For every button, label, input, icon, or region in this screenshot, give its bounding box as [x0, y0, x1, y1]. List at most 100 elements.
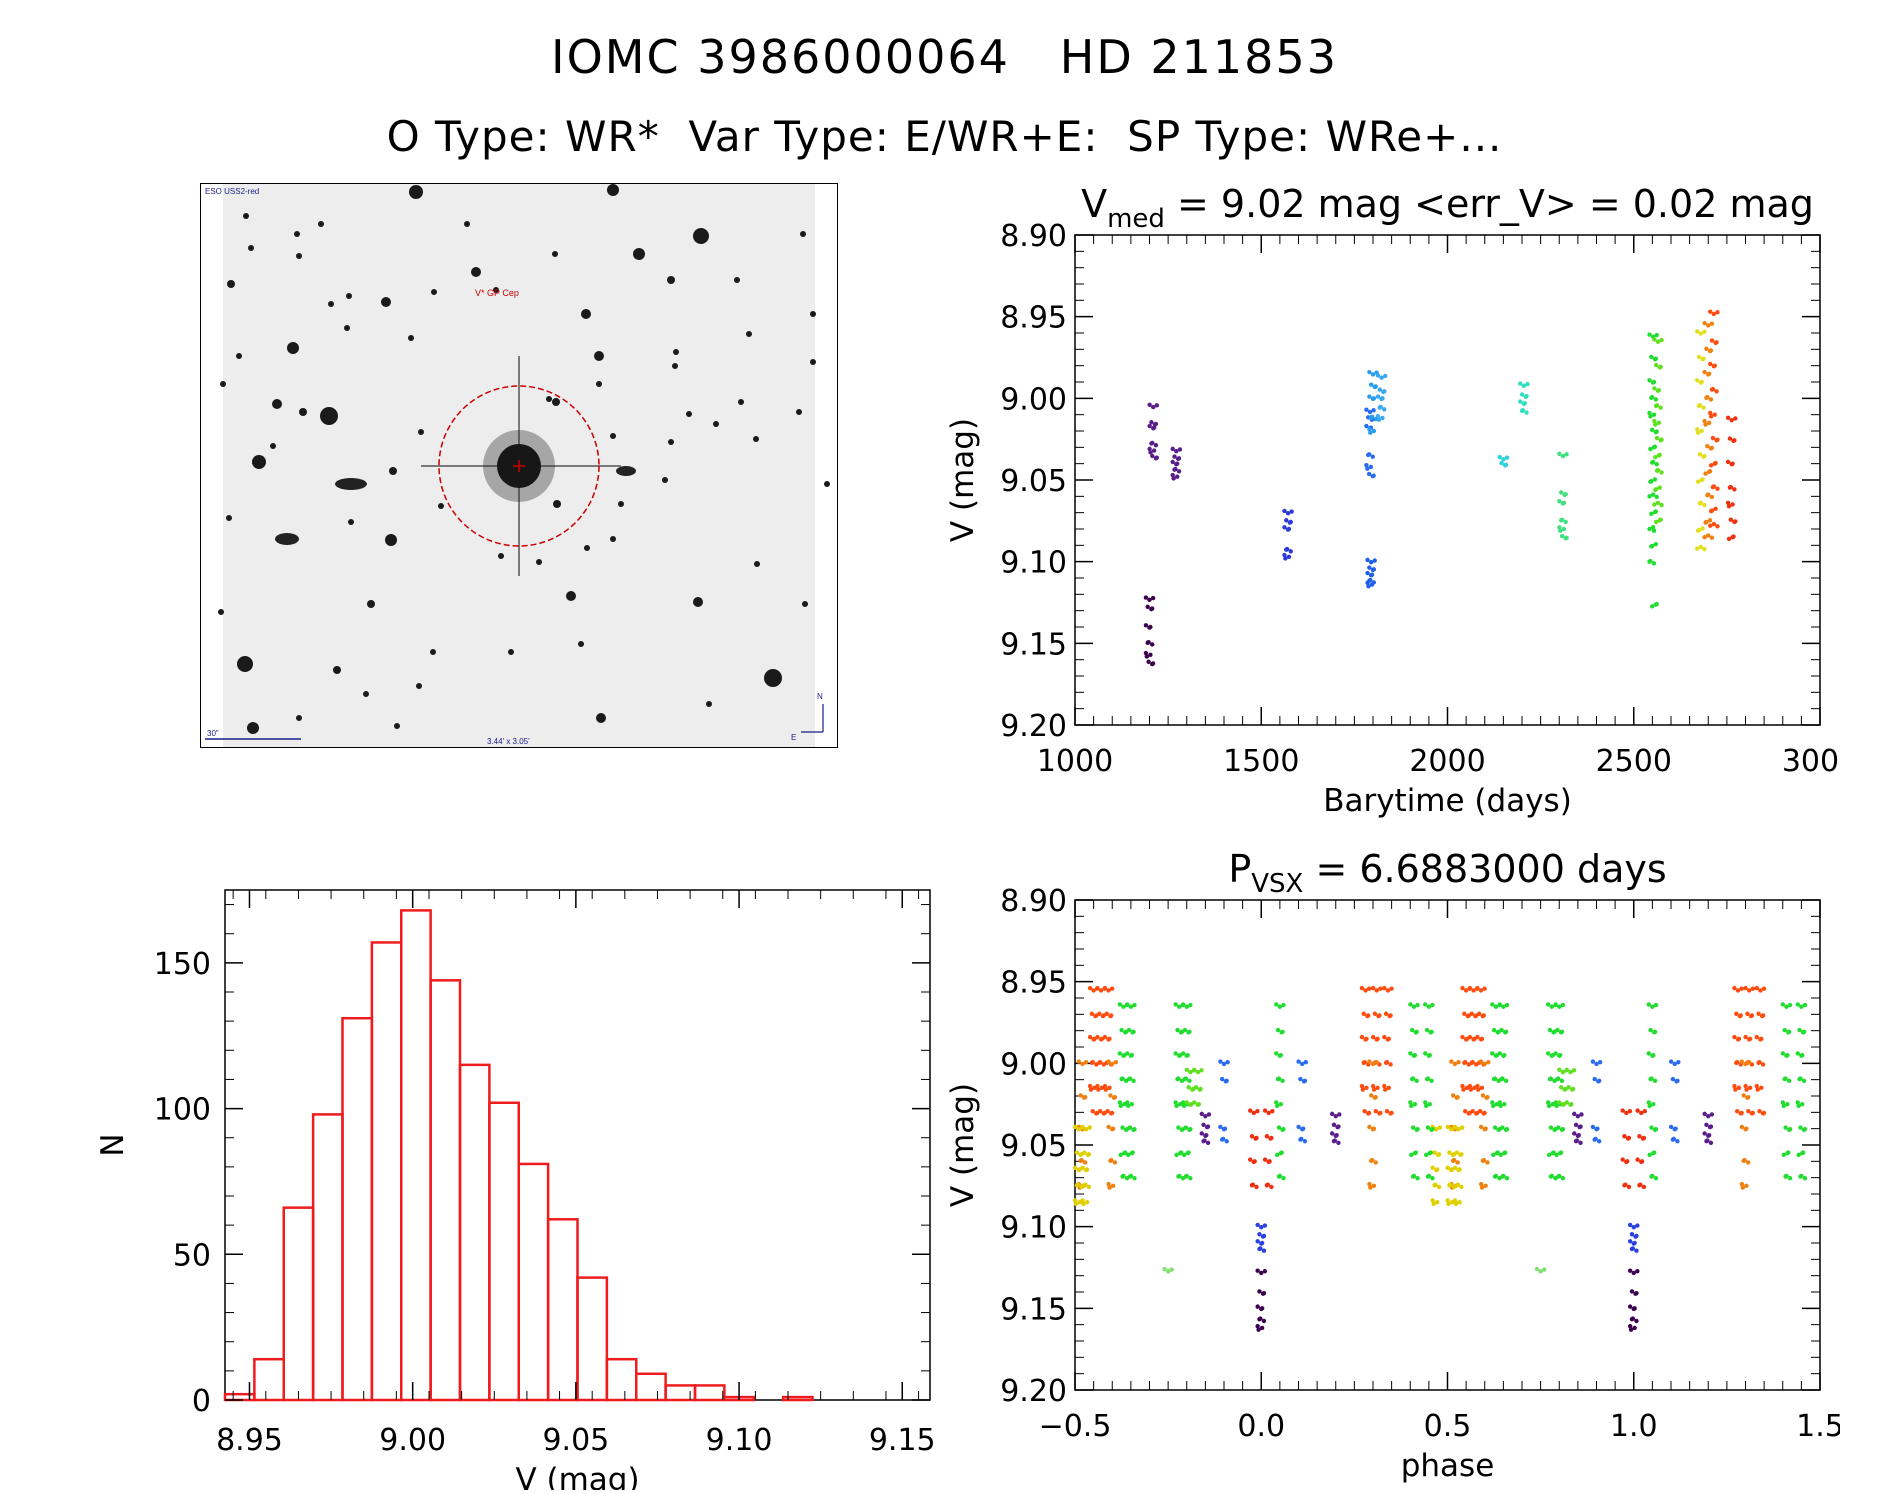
data-point	[1329, 1111, 1335, 1117]
data-point	[1698, 544, 1703, 550]
data-point	[1372, 1095, 1377, 1100]
data-point	[1524, 410, 1529, 415]
field-star	[418, 429, 424, 435]
data-point	[1782, 1027, 1787, 1033]
data-point	[1153, 456, 1159, 461]
field-star	[299, 408, 307, 416]
data-point	[1371, 1087, 1377, 1092]
data-point	[1431, 1201, 1436, 1207]
data-point	[1119, 1027, 1124, 1033]
data-point	[1363, 1037, 1368, 1042]
data-point	[1741, 1158, 1746, 1163]
data-point	[1408, 1100, 1413, 1105]
data-point	[1627, 1239, 1633, 1244]
data-point	[1761, 986, 1767, 991]
data-point	[1639, 1110, 1644, 1116]
data-point	[1084, 1199, 1090, 1205]
data-point	[1260, 1291, 1266, 1296]
histogram-bar	[370, 941, 403, 1402]
data-point	[1432, 1150, 1437, 1155]
data-point	[1143, 623, 1149, 628]
data-point	[1557, 1053, 1562, 1058]
data-point	[1552, 1127, 1557, 1133]
data-point	[1379, 396, 1384, 402]
data-point	[1499, 1027, 1504, 1033]
data-point	[1388, 1111, 1393, 1116]
data-point	[1624, 1110, 1629, 1116]
data-point	[1633, 1234, 1638, 1239]
data-point	[1784, 1053, 1789, 1058]
data-point	[1710, 484, 1716, 490]
data-point	[1652, 502, 1657, 507]
data-point	[1731, 438, 1736, 444]
field-star	[753, 436, 759, 442]
data-point	[1695, 430, 1701, 435]
data-point	[1367, 1059, 1372, 1064]
data-point	[1113, 1059, 1119, 1065]
field-star	[668, 439, 674, 445]
data-point	[1709, 1112, 1715, 1117]
data-point	[1708, 1140, 1714, 1146]
data-point	[1369, 582, 1375, 587]
data-point	[1278, 1101, 1283, 1107]
data-point	[1105, 1108, 1110, 1114]
field-star	[348, 519, 354, 525]
data-point	[1080, 1124, 1085, 1130]
field-star	[416, 683, 422, 689]
data-point	[1147, 597, 1152, 603]
field-star	[810, 311, 816, 317]
data-point	[1745, 1011, 1750, 1016]
field-star	[220, 381, 226, 387]
x-tick-label: 1000	[1037, 744, 1113, 779]
data-point	[1278, 1150, 1283, 1156]
y-tick-label: 9.10	[1000, 546, 1067, 581]
data-point	[1151, 404, 1156, 410]
data-point	[1184, 1053, 1189, 1058]
data-point	[1795, 1100, 1800, 1105]
data-point	[1491, 1076, 1497, 1082]
data-point	[1106, 1037, 1111, 1042]
data-point	[1373, 1160, 1378, 1165]
data-point	[1592, 1137, 1597, 1142]
data-point	[1423, 1002, 1428, 1007]
field-star	[272, 399, 282, 409]
data-point	[1655, 339, 1661, 344]
data-point	[1497, 1100, 1502, 1105]
data-point	[1634, 1248, 1639, 1253]
data-point	[1359, 1034, 1365, 1040]
data-point	[1795, 1051, 1800, 1056]
data-point	[1100, 1013, 1106, 1019]
data-point	[1547, 1076, 1553, 1082]
data-point	[1203, 1113, 1208, 1119]
data-point	[1365, 1013, 1370, 1019]
data-point	[1703, 422, 1708, 427]
data-point	[1554, 1152, 1559, 1158]
data-point	[1415, 1002, 1420, 1008]
data-point	[1640, 1136, 1646, 1141]
data-point	[1476, 1087, 1481, 1092]
field-star	[508, 649, 514, 655]
data-point	[1549, 1053, 1554, 1058]
field-star	[713, 421, 719, 427]
data-point	[1132, 1176, 1137, 1181]
data-point	[1466, 1111, 1472, 1116]
compass-east: E	[791, 733, 796, 742]
data-point	[1149, 441, 1154, 446]
data-point	[1631, 1306, 1636, 1312]
data-point	[1277, 1004, 1283, 1009]
x-tick-label: 9.05	[542, 1423, 609, 1458]
data-point	[1428, 1030, 1433, 1035]
data-point	[1370, 1034, 1376, 1040]
field-star	[328, 301, 334, 307]
field-star	[431, 289, 437, 295]
field-star	[438, 503, 444, 509]
data-point	[1655, 500, 1661, 505]
data-point	[1080, 1061, 1085, 1067]
data-point	[1493, 1053, 1499, 1058]
field-star	[584, 545, 590, 551]
data-point	[1177, 447, 1183, 452]
data-point	[1218, 1059, 1223, 1064]
data-point	[1497, 454, 1502, 460]
field-star	[764, 669, 782, 687]
data-point	[1430, 1176, 1435, 1181]
